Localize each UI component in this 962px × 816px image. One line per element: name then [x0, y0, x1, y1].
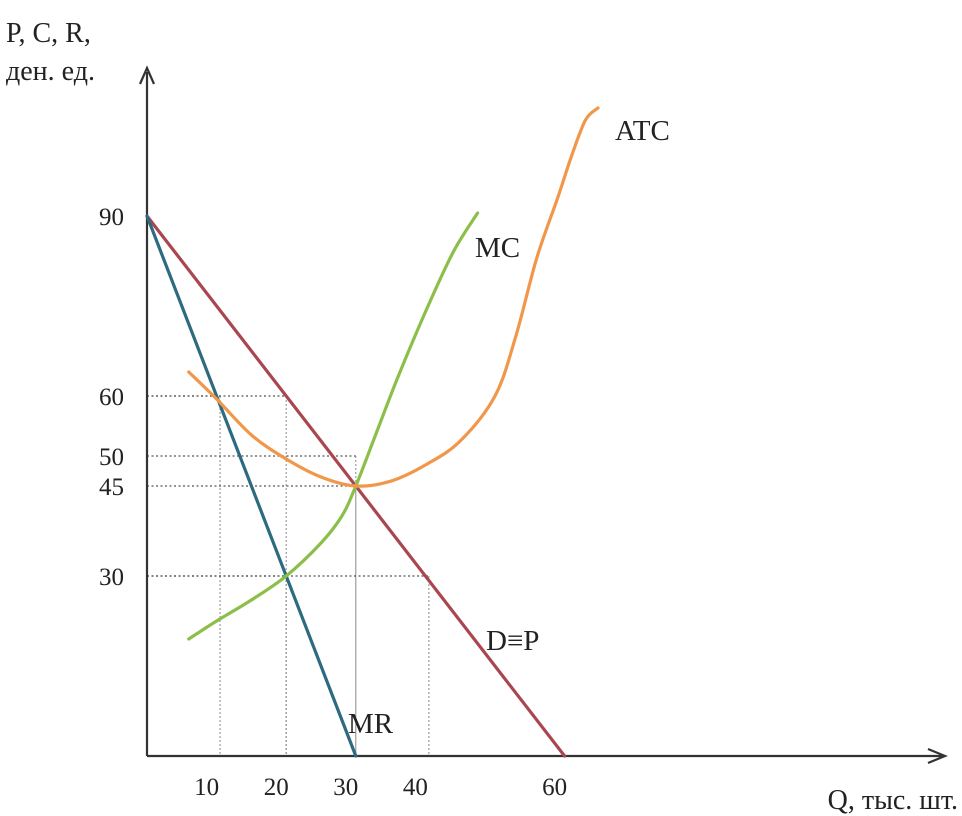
y-tick-label: 50 [99, 444, 124, 471]
y-tick-label: 30 [99, 564, 124, 591]
axis-titles: P, C, R, ден. ед. Q, тыс. шт. [6, 18, 958, 816]
x-axis-arrow [927, 747, 948, 765]
y-tick-label: 60 [99, 384, 124, 411]
x-tick-label: 20 [264, 774, 289, 801]
y-axis-title-line1: P, C, R, [6, 18, 91, 49]
axes [138, 65, 948, 765]
mc-label: MC [475, 232, 520, 264]
x-tick-label: 40 [403, 774, 428, 801]
y-tick-label: 45 [99, 474, 124, 501]
curve-labels: ATC MC D≡P MR [348, 115, 670, 740]
curve-mr [145, 214, 358, 758]
y-axis-title-line2: ден. ед. [6, 56, 95, 87]
curve-mc [187, 211, 480, 641]
y-axis-arrow [138, 65, 156, 85]
demand-label: D≡P [486, 625, 539, 657]
y-tick-label: 90 [99, 204, 124, 231]
x-tick-label: 30 [333, 774, 358, 801]
curve-atc [187, 106, 600, 488]
atc-label: ATC [615, 115, 670, 147]
curves [145, 106, 600, 758]
tick-labels: 90 60 50 45 30 10 20 30 40 60 [99, 204, 567, 801]
x-axis-title: Q, тыс. шт. [828, 785, 958, 816]
x-tick-label: 10 [194, 774, 219, 801]
x-tick-label: 60 [542, 774, 567, 801]
mr-label: MR [348, 708, 394, 740]
